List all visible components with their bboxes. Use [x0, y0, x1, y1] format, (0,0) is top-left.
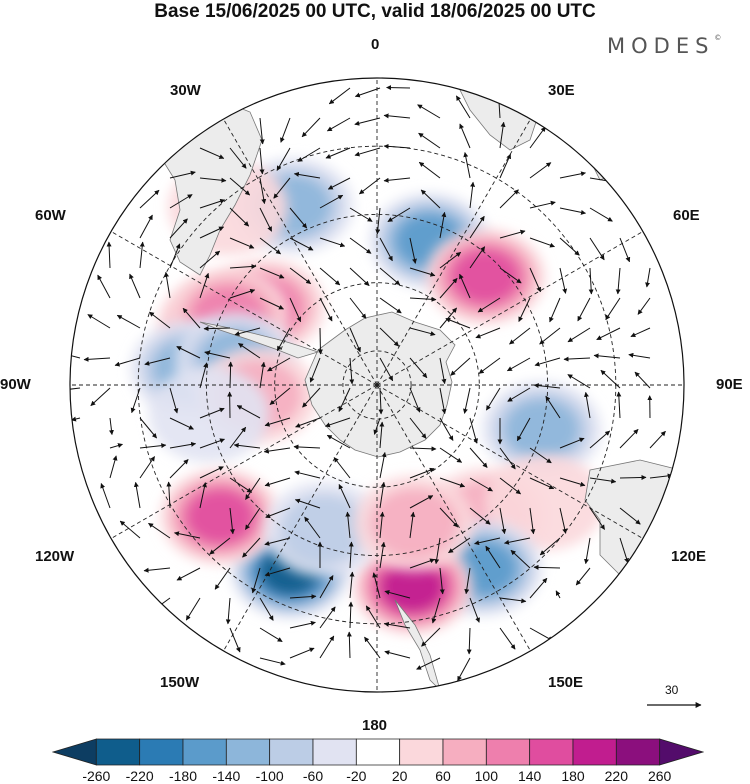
colorbar-swatch: [616, 739, 659, 765]
lon-label-150e: 150E: [548, 674, 583, 691]
lon-label-60e: 60E: [673, 207, 700, 224]
reference-vector-label: 30: [665, 683, 678, 697]
colorbar-swatch: [53, 739, 96, 765]
colorbar-tick-label: 220: [605, 768, 628, 784]
wind-arrow: [620, 477, 646, 478]
colorbar-swatch: [400, 739, 443, 765]
wind-arrow: [204, 328, 230, 329]
colorbar-tick-label: -180: [169, 768, 197, 784]
colorbar-tick-label: -140: [212, 768, 240, 784]
lon-label-90e: 90E: [716, 376, 743, 393]
colorbar-swatch: [573, 739, 616, 765]
colorbar-tick-label: -100: [256, 768, 284, 784]
wind-arrow: [320, 328, 321, 354]
colorbar-tick-label: -60: [303, 768, 323, 784]
colorbar-tick-label: 20: [392, 768, 408, 784]
colorbar-swatch: [140, 739, 183, 765]
anomaly-center: [426, 229, 546, 325]
lon-label-30w: 30W: [170, 82, 201, 99]
colorbar-swatch: [530, 739, 573, 765]
colorbar-swatch: [660, 739, 703, 765]
colorbar-swatch: [270, 739, 313, 765]
colorbar-tick-label: 260: [648, 768, 671, 784]
colorbar-swatch: [356, 739, 399, 765]
colorbar-swatch: [96, 739, 139, 765]
colorbar-tick-label: 100: [475, 768, 498, 784]
colorbar-swatch: [183, 739, 226, 765]
colorbar-tick-label: 60: [435, 768, 451, 784]
colorbar-tick-label: -260: [82, 768, 110, 784]
colorbar-tick-label: -220: [126, 768, 154, 784]
lon-label-120e: 120E: [671, 548, 706, 565]
colorbar-swatch: [226, 739, 269, 765]
lon-label-0: 0: [371, 36, 379, 53]
colorbar: [52, 738, 704, 766]
lon-label-60w: 60W: [35, 207, 66, 224]
colorbar-tick-label: -20: [346, 768, 366, 784]
lon-label-30e: 30E: [548, 82, 575, 99]
colorbar-swatch: [313, 739, 356, 765]
colorbar-swatch: [443, 739, 486, 765]
lon-label-180: 180: [362, 717, 387, 734]
colorbar-tick-label: 180: [561, 768, 584, 784]
wind-arrow: [387, 88, 410, 89]
colorbar-tick-label: 140: [518, 768, 541, 784]
colorbar-swatch: [486, 739, 529, 765]
lon-label-120w: 120W: [35, 548, 74, 565]
lon-label-90w: 90W: [0, 376, 31, 393]
anomaly-center: [354, 475, 474, 571]
lon-label-150w: 150W: [160, 674, 199, 691]
wind-arrow: [230, 362, 231, 388]
